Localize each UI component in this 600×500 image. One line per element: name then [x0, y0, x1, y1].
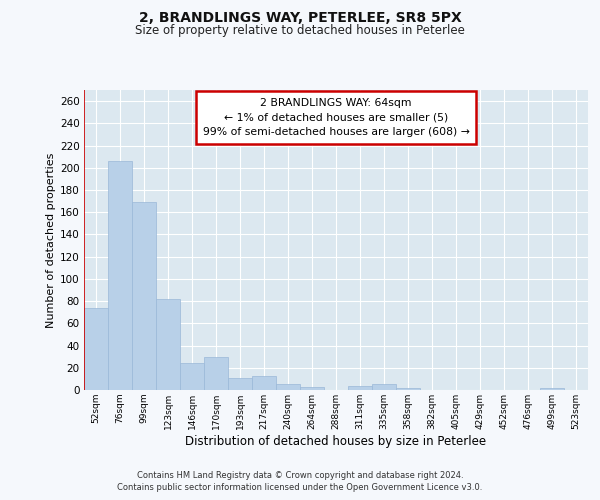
Bar [372, 384, 396, 390]
Bar [180, 364, 204, 390]
Bar [108, 161, 132, 390]
Bar [276, 384, 300, 390]
Text: 2, BRANDLINGS WAY, PETERLEE, SR8 5PX: 2, BRANDLINGS WAY, PETERLEE, SR8 5PX [139, 11, 461, 25]
Y-axis label: Number of detached properties: Number of detached properties [46, 152, 56, 328]
Bar [132, 202, 156, 390]
Text: Contains public sector information licensed under the Open Government Licence v3: Contains public sector information licen… [118, 483, 482, 492]
X-axis label: Distribution of detached houses by size in Peterlee: Distribution of detached houses by size … [185, 434, 487, 448]
Bar [396, 388, 420, 390]
Bar [228, 378, 252, 390]
Text: 2 BRANDLINGS WAY: 64sqm
← 1% of detached houses are smaller (5)
99% of semi-deta: 2 BRANDLINGS WAY: 64sqm ← 1% of detached… [203, 98, 469, 137]
Bar [156, 299, 180, 390]
Bar [84, 308, 108, 390]
Text: Contains HM Land Registry data © Crown copyright and database right 2024.: Contains HM Land Registry data © Crown c… [137, 472, 463, 480]
Bar [348, 386, 372, 390]
Bar [540, 388, 564, 390]
Bar [204, 356, 228, 390]
Bar [252, 376, 276, 390]
Bar [300, 386, 324, 390]
Text: Size of property relative to detached houses in Peterlee: Size of property relative to detached ho… [135, 24, 465, 37]
